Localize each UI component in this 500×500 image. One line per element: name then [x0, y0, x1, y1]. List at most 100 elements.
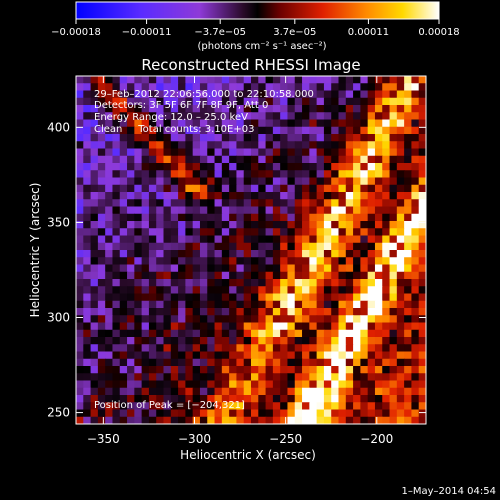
- heatmap-cell: [170, 134, 179, 142]
- heatmap-cell: [389, 148, 398, 157]
- heatmap-cell: [192, 300, 201, 309]
- heatmap-cell: [83, 192, 92, 200]
- heatmap-cell: [178, 242, 186, 251]
- heatmap-cell: [214, 213, 223, 222]
- heatmap-cell: [214, 409, 223, 418]
- heatmap-cell: [404, 97, 413, 106]
- heatmap-cell: [404, 250, 413, 258]
- heatmap-cell: [112, 366, 121, 374]
- heatmap-cell: [119, 105, 128, 113]
- heatmap-cell: [192, 119, 201, 128]
- heatmap-cell: [214, 119, 223, 128]
- heatmap-cell: [163, 141, 172, 150]
- heatmap-cell: [185, 257, 194, 266]
- heatmap-cell: [287, 112, 296, 121]
- heatmap-cell: [382, 76, 391, 84]
- heatmap-cell: [302, 141, 310, 150]
- heatmap-cell: [251, 141, 259, 150]
- heatmap-cell: [396, 329, 405, 338]
- heatmap-cell: [236, 155, 245, 164]
- heatmap-cell: [134, 293, 143, 302]
- heatmap-cell: [199, 344, 208, 353]
- heatmap-cell: [411, 387, 420, 396]
- heatmap-cell: [134, 242, 143, 251]
- heatmap-cell: [418, 395, 426, 403]
- heatmap-cell: [178, 416, 186, 424]
- heatmap-cell: [214, 184, 223, 193]
- heatmap-cell: [112, 213, 121, 222]
- heatmap-cell: [148, 184, 157, 193]
- heatmap-cell: [236, 163, 245, 171]
- heatmap-cell: [156, 395, 165, 403]
- heatmap-cell: [97, 126, 106, 135]
- heatmap-cell: [287, 329, 296, 338]
- heatmap-cell: [280, 300, 289, 309]
- heatmap-cell: [192, 170, 201, 179]
- heatmap-cell: [97, 293, 106, 302]
- heatmap-cell: [229, 213, 238, 222]
- heatmap-cell: [287, 221, 296, 229]
- heatmap-cell: [374, 300, 383, 309]
- heatmap-cell: [345, 308, 354, 316]
- heatmap-cell: [90, 271, 99, 280]
- heatmap-cell: [199, 228, 208, 237]
- heatmap-cell: [353, 322, 361, 331]
- heatmap-cell: [207, 279, 216, 287]
- heatmap-cell: [258, 170, 267, 179]
- heatmap-cell: [229, 315, 238, 324]
- heatmap-cell: [367, 119, 376, 128]
- heatmap-cell: [221, 337, 230, 345]
- heatmap-cell: [90, 358, 99, 367]
- heatmap-cell: [345, 286, 354, 295]
- heatmap-cell: [367, 76, 376, 84]
- heatmap-cell: [127, 373, 135, 382]
- heatmap-cell: [83, 242, 92, 251]
- heatmap-cell: [119, 358, 128, 367]
- heatmap-cell: [105, 286, 114, 295]
- heatmap-cell: [345, 105, 354, 113]
- heatmap-cell: [76, 163, 84, 171]
- heatmap-cell: [272, 293, 281, 302]
- heatmap-cell: [345, 177, 354, 186]
- heatmap-cell: [243, 250, 252, 258]
- heatmap-cell: [76, 126, 84, 135]
- heatmap-cell: [119, 337, 128, 345]
- heatmap-cell: [294, 141, 303, 150]
- heatmap-cell: [389, 126, 398, 135]
- heatmap-cell: [112, 293, 121, 302]
- heatmap-cell: [374, 402, 383, 411]
- heatmap-cell: [214, 105, 223, 113]
- heatmap-cell: [411, 308, 420, 316]
- heatmap-cell: [338, 83, 347, 92]
- heatmap-cell: [119, 308, 128, 316]
- heatmap-cell: [331, 228, 340, 237]
- heatmap-cell: [207, 90, 216, 99]
- heatmap-cell: [265, 184, 274, 193]
- heatmap-cell: [178, 76, 186, 84]
- heatmap-cell: [119, 126, 128, 135]
- heatmap-cell: [207, 366, 216, 374]
- heatmap-cell: [185, 213, 194, 222]
- heatmap-cell: [207, 228, 216, 237]
- heatmap-cell: [418, 337, 426, 345]
- heatmap-cell: [134, 105, 143, 113]
- heatmap-cell: [236, 416, 245, 424]
- heatmap-cell: [112, 83, 121, 92]
- heatmap-cell: [243, 192, 252, 200]
- heatmap-cell: [316, 271, 325, 280]
- heatmap-cell: [323, 329, 332, 338]
- heatmap-cell: [192, 315, 201, 324]
- heatmap-cell: [134, 250, 143, 258]
- heatmap-cell: [185, 250, 194, 258]
- heatmap-cell: [251, 90, 259, 99]
- heatmap-cell: [199, 206, 208, 215]
- heatmap-cell: [353, 83, 361, 92]
- heatmap-cell: [374, 90, 383, 99]
- heatmap-cell: [360, 228, 369, 237]
- heatmap-cell: [396, 148, 405, 157]
- heatmap-cell: [97, 199, 106, 208]
- heatmap-cell: [367, 184, 376, 193]
- heatmap-cell: [178, 126, 186, 135]
- heatmap-cell: [185, 228, 194, 237]
- heatmap-cell: [243, 366, 252, 374]
